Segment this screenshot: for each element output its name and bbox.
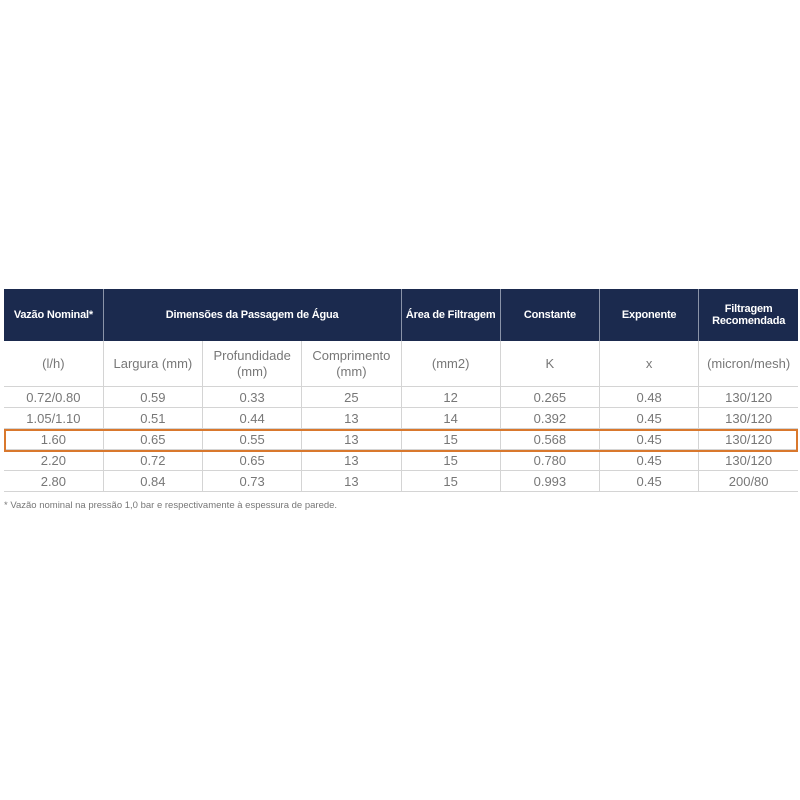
table-cell: 0.72 [102, 449, 203, 471]
header-area: Área de Filtragem [400, 289, 501, 341]
table-cell: 0.993 [499, 470, 600, 492]
table-cell: 200/80 [698, 470, 799, 492]
table-cell: 13 [301, 428, 402, 450]
table-cell: 0.33 [201, 386, 302, 408]
subheader-cell: x [599, 341, 699, 387]
table-cell: 0.45 [599, 470, 699, 492]
table-cell: 13 [301, 470, 402, 492]
subheader-cell: Largura (mm) [102, 341, 203, 387]
table-cell: 130/120 [698, 386, 799, 408]
header-vazao: Vazão Nominal* [4, 289, 104, 341]
table-cell: 0.780 [499, 449, 600, 471]
header-filtragem: Filtragem Recomendada [698, 289, 799, 341]
specs-table-container: Vazão Nominal* Dimensões da Passagem de … [4, 289, 799, 492]
table-cell: 13 [301, 449, 402, 471]
table-cell: 0.73 [201, 470, 302, 492]
subheader-row: (l/h) Largura (mm) Profundidade (mm) Com… [4, 341, 799, 387]
table-cell: 1.60 [4, 428, 104, 450]
table-cell: 14 [400, 407, 501, 429]
header-constante: Constante [499, 289, 600, 341]
table-cell: 15 [400, 428, 501, 450]
header-exponente: Exponente [599, 289, 699, 341]
subheader-cell: Profundidade (mm) [201, 341, 302, 387]
table-cell: 0.51 [102, 407, 203, 429]
table-cell: 1.05/1.10 [4, 407, 104, 429]
table-row: 0.72/0.80 0.59 0.33 25 12 0.265 0.48 130/120 [4, 386, 799, 408]
table-cell: 13 [301, 407, 402, 429]
table-cell: 15 [400, 470, 501, 492]
table-cell: 0.45 [599, 407, 699, 429]
subheader-cell: Comprimento (mm) [301, 341, 402, 387]
subheader-cell: K [499, 341, 600, 387]
table-row: 1.05/1.10 0.51 0.44 13 14 0.392 0.45 130/120 [4, 407, 799, 429]
table-cell: 130/120 [698, 428, 799, 450]
table-cell: 0.55 [201, 428, 302, 450]
table-cell: 0.65 [201, 449, 302, 471]
table-cell: 0.45 [599, 428, 699, 450]
table-cell: 0.84 [102, 470, 203, 492]
table-cell: 0.48 [599, 386, 699, 408]
subheader-cell: (l/h) [4, 341, 104, 387]
table-cell: 130/120 [698, 449, 799, 471]
table-cell: 0.568 [499, 428, 600, 450]
specs-table: Vazão Nominal* Dimensões da Passagem de … [4, 289, 799, 492]
subheader-cell: (mm2) [400, 341, 501, 387]
table-row: 2.80 0.84 0.73 13 15 0.993 0.45 200/80 [4, 470, 799, 492]
table-cell: 0.44 [201, 407, 302, 429]
table-cell: 2.20 [4, 449, 104, 471]
table-cell: 0.392 [499, 407, 600, 429]
header-dimensoes: Dimensões da Passagem de Água [102, 289, 402, 341]
table-row: 1.60 0.65 0.55 13 15 0.568 0.45 130/120 [4, 428, 799, 450]
table-cell: 0.59 [102, 386, 203, 408]
table-cell: 25 [301, 386, 402, 408]
table-cell: 0.45 [599, 449, 699, 471]
table-row: 2.20 0.72 0.65 13 15 0.780 0.45 130/120 [4, 449, 799, 471]
header-row: Vazão Nominal* Dimensões da Passagem de … [4, 289, 799, 341]
table-cell: 15 [400, 449, 501, 471]
table-cell: 0.65 [102, 428, 203, 450]
table-cell: 130/120 [698, 407, 799, 429]
subheader-cell: (micron/mesh) [698, 341, 799, 387]
table-cell: 0.72/0.80 [4, 386, 104, 408]
table-cell: 0.265 [499, 386, 600, 408]
footnote: * Vazão nominal na pressão 1,0 bar e res… [4, 500, 338, 511]
table-cell: 2.80 [4, 470, 104, 492]
table-cell: 12 [400, 386, 501, 408]
